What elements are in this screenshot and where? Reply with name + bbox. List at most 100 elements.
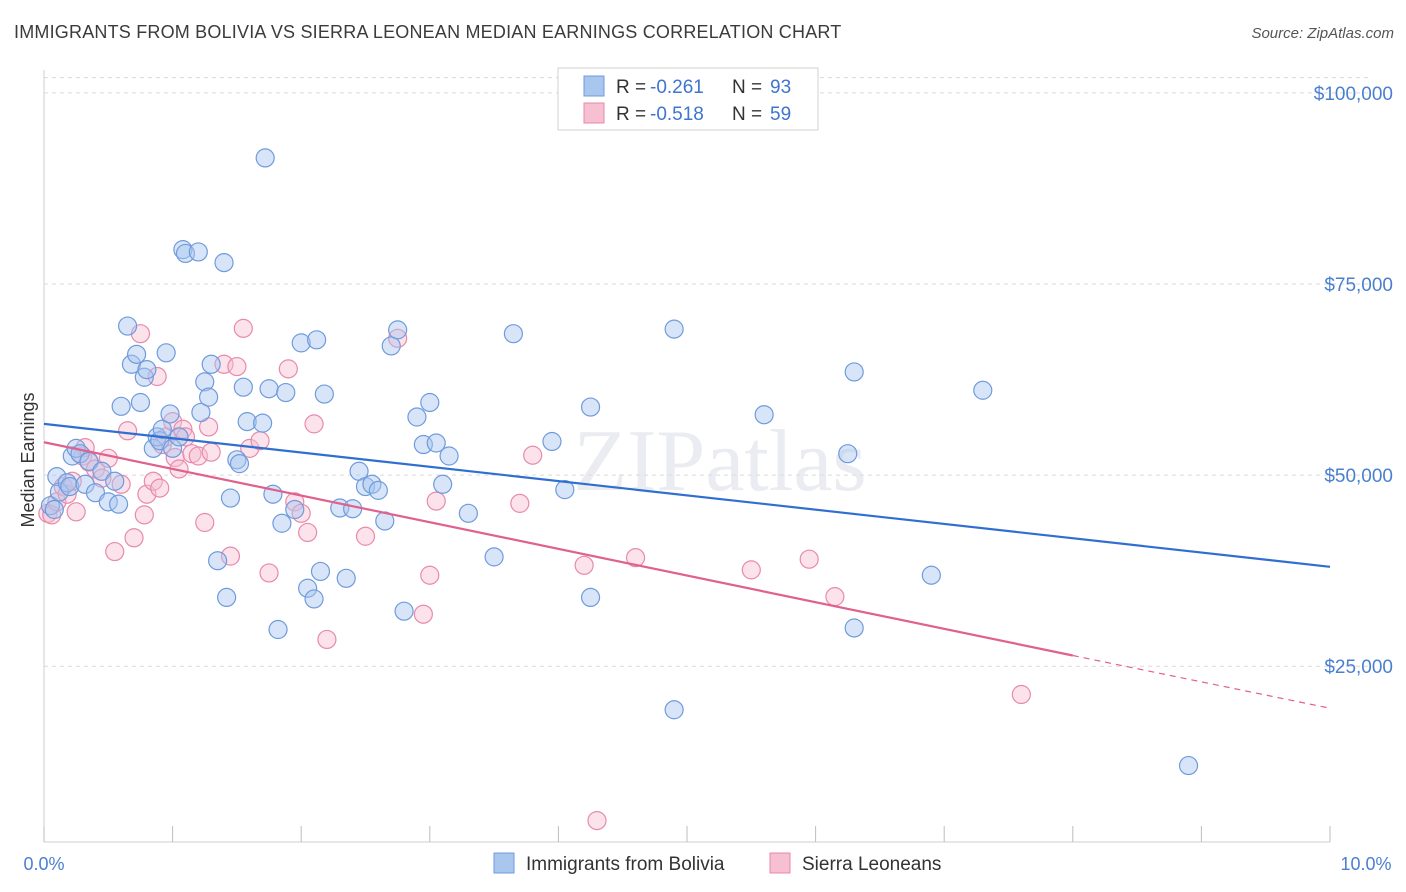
legend-r-value: -0.261 [650, 77, 704, 98]
bolivia-point [191, 402, 211, 423]
bolivia-point [208, 551, 228, 571]
legend-r-value: -0.518 [650, 104, 704, 125]
bolivia-point [542, 431, 562, 452]
x-tick-label: 0.0% [23, 854, 64, 874]
y-axis-title: Median Earnings [18, 392, 38, 527]
bolivia-point [121, 354, 142, 374]
bolivia-point [388, 320, 408, 340]
bolivia-point [268, 619, 288, 640]
bolivia-point [368, 480, 388, 500]
legend-swatch-bolivia [583, 75, 605, 97]
series-sierra-leoneans [38, 318, 1031, 831]
bolivia-point [163, 438, 183, 458]
bolivia-point [117, 316, 138, 336]
bolivia-point [664, 700, 684, 720]
y-tick-label: $75,000 [1324, 275, 1393, 296]
legend-swatch-sierra [583, 102, 605, 124]
bolivia-point [253, 413, 273, 433]
bolivia-point [276, 382, 296, 403]
sierra-leoneans-point [420, 565, 440, 585]
bolivia-point [237, 412, 257, 432]
bolivia-point [381, 336, 401, 356]
sierra-leoneans-point [105, 541, 125, 562]
sierra-leoneans-point [304, 414, 324, 434]
bolivia-point [160, 404, 180, 424]
bolivia-trend-line [43, 422, 1331, 568]
sierra-leoneans-point [625, 548, 646, 568]
bolivia-point [343, 499, 363, 519]
bolivia-point [126, 344, 147, 364]
bolivia-point [664, 319, 684, 339]
bolivia-point [844, 618, 864, 638]
sierra-leoneans-point [523, 445, 543, 465]
sierra-leoneans-point [220, 546, 241, 566]
bottom-legend-swatch-sierra [769, 852, 791, 874]
trend-lines [43, 422, 1331, 709]
sierra-leoneans-point [1011, 684, 1031, 705]
sierra-leoneans-point [825, 587, 845, 607]
sierra-leoneans-point [150, 478, 170, 498]
bolivia-point [433, 474, 453, 494]
bolivia-point [458, 503, 478, 523]
sierra-leoneans-point [259, 563, 279, 583]
series-bolivia [40, 148, 1199, 776]
bottom-legend-label-bolivia: Immigrants from Bolivia [526, 854, 725, 875]
y-tick-label: $100,000 [1314, 84, 1393, 105]
legend-n-label: N = [732, 77, 762, 98]
bolivia-point [255, 148, 275, 168]
bolivia-point [195, 372, 215, 392]
bolivia-point [439, 446, 459, 466]
sierra-leoneans-point [201, 442, 221, 462]
grid-lines [44, 77, 1370, 667]
sierra-leoneans-point [298, 522, 318, 543]
bolivia-point [259, 379, 279, 399]
sierra-leoneans-point [124, 528, 144, 548]
sierra-leoneans-point [799, 549, 819, 569]
bottom-legend-label-sierra: Sierra Leoneans [802, 854, 941, 875]
bolivia-point [217, 587, 237, 608]
bolivia-point [394, 601, 414, 621]
bottom-legend: Immigrants from Bolivia Sierra Leoneans [493, 852, 941, 875]
bottom-legend-swatch-bolivia [493, 852, 515, 874]
bolivia-point [304, 589, 324, 609]
bolivia-point [973, 380, 993, 400]
tick-labels: $25,000 $50,000 $75,000 $100,000 0.0% 10.0% [23, 84, 1393, 874]
bolivia-point [44, 499, 64, 520]
bolivia-point [214, 253, 234, 273]
bolivia-point [426, 433, 446, 453]
bolivia-point [310, 561, 331, 582]
bolivia-point [754, 405, 774, 425]
bolivia-point [407, 407, 427, 427]
sierra-trend-line-extension [1072, 654, 1331, 709]
bolivia-point [580, 397, 601, 417]
bolivia-point [838, 444, 858, 464]
sierra-leoneans-point [510, 493, 530, 513]
sierra-leoneans-point [66, 502, 86, 522]
bolivia-point [152, 419, 172, 439]
sierra-leoneans-point [355, 526, 376, 546]
y-tick-label: $25,000 [1324, 657, 1393, 678]
bolivia-point [285, 499, 305, 520]
bolivia-point [420, 392, 440, 413]
chart-title: IMMIGRANTS FROM BOLIVIA VS SIERRA LEONEA… [14, 22, 842, 42]
bolivia-point [47, 467, 67, 487]
bolivia-point [108, 494, 129, 514]
bolivia-point [40, 496, 61, 516]
bolivia-point [272, 513, 292, 533]
sierra-leoneans-point [278, 359, 298, 379]
sierra-leoneans-point [587, 810, 607, 831]
bolivia-point [580, 587, 601, 608]
sierra-leoneans-point [233, 318, 253, 338]
bolivia-point [156, 343, 176, 363]
x-tick-label: 10.0% [1340, 854, 1391, 874]
y-tick-label: $50,000 [1324, 466, 1393, 487]
bolivia-point [555, 480, 575, 500]
sierra-leoneans-point [413, 604, 433, 624]
bolivia-point [336, 568, 356, 588]
bolivia-point [298, 578, 318, 598]
bolivia-point [1178, 755, 1199, 776]
bolivia-point [220, 488, 241, 508]
sierra-trend-line [43, 441, 1074, 657]
sierra-leoneans-point [188, 446, 208, 466]
